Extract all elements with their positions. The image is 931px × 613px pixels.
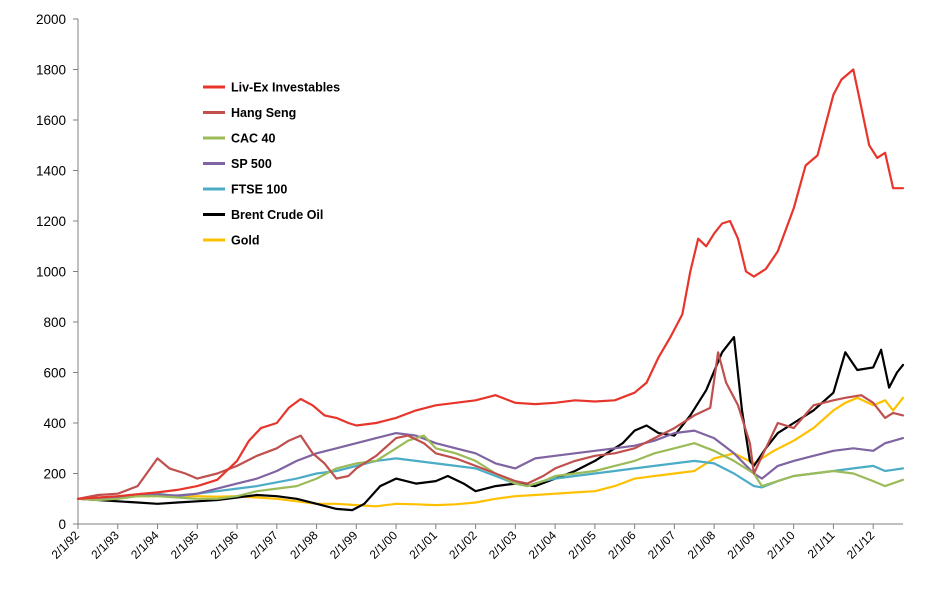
y-tick-label: 200 xyxy=(43,467,66,482)
legend-label-sp-500: SP 500 xyxy=(231,157,272,171)
x-tick-label: 2/1/09 xyxy=(725,528,759,562)
y-tick-label: 1000 xyxy=(36,265,66,280)
legend-label-liv-ex-investables: Liv-Ex Investables xyxy=(231,81,340,95)
series-line-sp-500 xyxy=(76,429,905,500)
y-tick-label: 1400 xyxy=(36,164,66,179)
x-tick-label: 2/1/95 xyxy=(168,528,202,562)
x-tick-label: 2/1/06 xyxy=(605,528,639,562)
y-tick-label: 1200 xyxy=(36,214,66,229)
y-tick-label: 600 xyxy=(43,366,66,381)
y-tick-label: 1800 xyxy=(36,63,66,78)
series-lines xyxy=(76,68,905,512)
x-tick-label: 2/1/93 xyxy=(88,528,122,562)
y-tick-label: 400 xyxy=(43,416,66,431)
x-tick-label: 2/1/97 xyxy=(247,528,281,562)
series-line-hang-seng xyxy=(76,351,905,500)
y-tick-label: 2000 xyxy=(36,12,66,27)
x-tick-label: 2/1/92 xyxy=(49,528,83,562)
series-line-cac-40 xyxy=(76,434,905,502)
x-tick-label: 2/1/04 xyxy=(526,528,560,562)
x-tick-label: 2/1/00 xyxy=(367,528,401,562)
y-tick-label: 800 xyxy=(43,315,66,330)
x-tick-label: 2/1/05 xyxy=(565,528,599,562)
legend-label-gold: Gold xyxy=(231,234,259,248)
x-tick-label: 2/1/01 xyxy=(406,528,440,562)
x-tick-label: 2/1/94 xyxy=(128,528,162,562)
x-tick-label: 2/1/02 xyxy=(446,528,480,562)
x-tick-label: 2/1/10 xyxy=(764,528,798,562)
x-tick-label: 2/1/98 xyxy=(287,528,321,562)
legend-label-cac-40: CAC 40 xyxy=(231,132,276,146)
legend-label-hang-seng: Hang Seng xyxy=(231,106,296,120)
series-line-gold xyxy=(76,396,905,508)
series-line-liv-ex-investables xyxy=(76,68,905,500)
x-tick-label: 2/1/12 xyxy=(844,528,878,562)
legend-label-ftse-100: FTSE 100 xyxy=(231,183,287,197)
x-tick-label: 2/1/08 xyxy=(685,528,719,562)
x-tick-label: 2/1/07 xyxy=(645,528,679,562)
y-tick-label: 1600 xyxy=(36,113,66,128)
x-tick-label: 2/1/99 xyxy=(327,528,361,562)
legend-label-brent-crude-oil: Brent Crude Oil xyxy=(231,208,323,222)
axes: 0 200 400 600 800 1000 1200 1400 1600 1800 2000 2/1… xyxy=(36,12,903,562)
x-tick-label: 2/1/96 xyxy=(208,528,242,562)
legend: Liv-Ex Investables Hang Seng CAC 40 SP 500 F… xyxy=(203,81,340,248)
x-tick-label: 2/1/03 xyxy=(486,528,520,562)
x-tick-label: 2/1/11 xyxy=(805,528,838,561)
y-tick-label: 0 xyxy=(58,517,66,532)
